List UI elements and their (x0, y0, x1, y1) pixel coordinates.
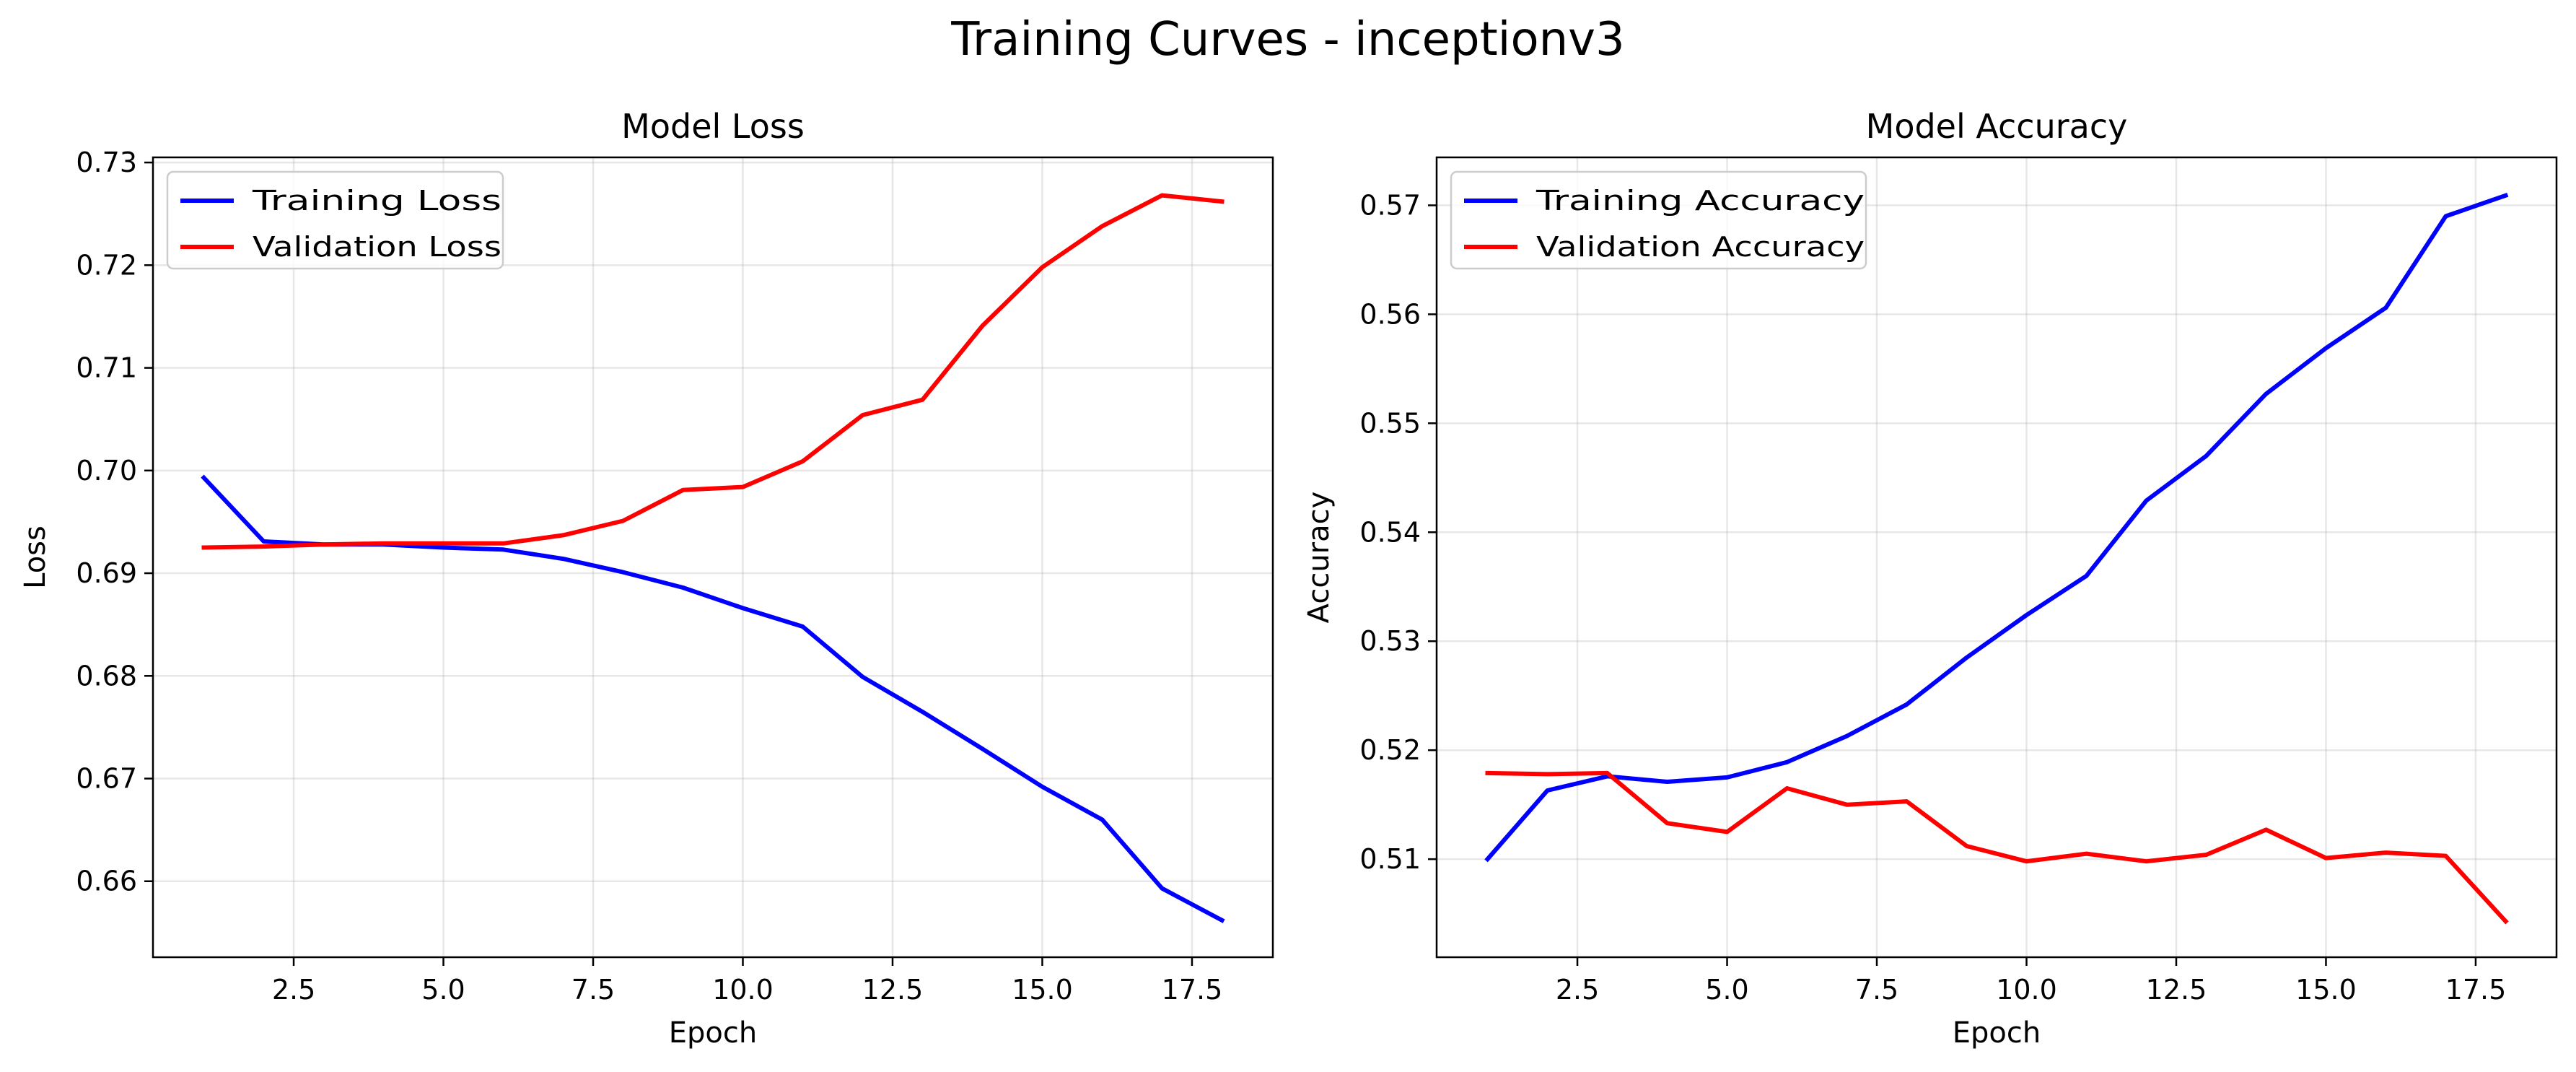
legend-label: Training Loss (252, 185, 501, 217)
series-line-training-accuracy (1484, 192, 2509, 863)
x-tick-label: 17.5 (1162, 974, 1223, 1006)
axes-frame (152, 156, 1274, 959)
x-tick-label: 5.0 (421, 974, 465, 1006)
legend-label: Validation Accuracy (1536, 231, 1865, 263)
chart-panel-2: 2.5 5.0 7.5 10.0 12.5 15.0 17.5 0.51 0.52 0.53 0.5… (1302, 107, 2558, 1050)
y-tick-label: 0.51 (1359, 843, 1421, 875)
y-tick-label: 0.72 (76, 249, 137, 281)
x-tick-label: 7.5 (571, 974, 615, 1006)
y-axis-label: Accuracy (1302, 492, 1336, 624)
y-tick-label: 0.55 (1359, 407, 1421, 439)
legend: Training Accuracy Validation Accuracy (1450, 170, 1867, 270)
y-tick-label: 0.57 (1359, 189, 1421, 221)
y-tick-label: 0.54 (1359, 516, 1421, 548)
x-tick-label: 10.0 (712, 974, 774, 1006)
x-tick-label: 15.0 (1012, 974, 1073, 1006)
x-tick-label: 2.5 (272, 974, 315, 1006)
legend-box (166, 170, 504, 270)
y-tick-label: 0.70 (76, 455, 137, 487)
x-tick-label: 10.0 (1996, 974, 2057, 1006)
y-tick-label: 0.67 (76, 763, 137, 795)
series-line-validation-loss (201, 193, 1225, 550)
y-tick-label: 0.56 (1359, 298, 1421, 330)
series-line-validation-accuracy (1485, 770, 2509, 925)
axes-frame (1435, 156, 2558, 959)
x-tick-label: 5.0 (1705, 974, 1748, 1006)
x-axis-label: Epoch (669, 1016, 757, 1050)
x-axis-label: Epoch (1953, 1016, 2041, 1050)
y-axis-label: Loss (19, 526, 52, 589)
charts-container: 2.5 5.0 7.5 10.0 12.5 15.0 17.5 0.66 0.67 0.68 0.6… (19, 107, 2558, 1050)
y-tick-label: 0.52 (1359, 734, 1421, 766)
x-tick-label: 2.5 (1556, 974, 1599, 1006)
chart-title: Model Loss (621, 107, 805, 146)
y-tick-label: 0.66 (76, 866, 137, 897)
x-tick-label: 15.0 (2295, 974, 2357, 1006)
x-tick-label: 7.5 (1855, 974, 1898, 1006)
x-tick-label: 12.5 (2146, 974, 2207, 1006)
legend: Training Loss Validation Loss (166, 170, 504, 270)
x-tick-label: 12.5 (862, 974, 924, 1006)
plot-area (1437, 157, 2557, 957)
legend-label: Training Accuracy (1535, 185, 1865, 217)
legend-box (1450, 170, 1867, 270)
chart-panel-1: 2.5 5.0 7.5 10.0 12.5 15.0 17.5 0.66 0.67 0.68 0.6… (19, 107, 1274, 1050)
x-tick-label: 17.5 (2445, 974, 2507, 1006)
y-tick-label: 0.71 (76, 352, 137, 384)
chart-title: Model Accuracy (1866, 107, 2128, 146)
legend-label: Validation Loss (253, 231, 501, 263)
y-tick-label: 0.68 (76, 660, 137, 692)
figure-title: Training Curves - inceptionv3 (950, 13, 1625, 66)
y-tick-label: 0.53 (1359, 625, 1421, 657)
y-tick-label: 0.73 (76, 147, 137, 178)
plot-area (153, 157, 1273, 957)
y-tick-label: 0.69 (76, 557, 137, 589)
